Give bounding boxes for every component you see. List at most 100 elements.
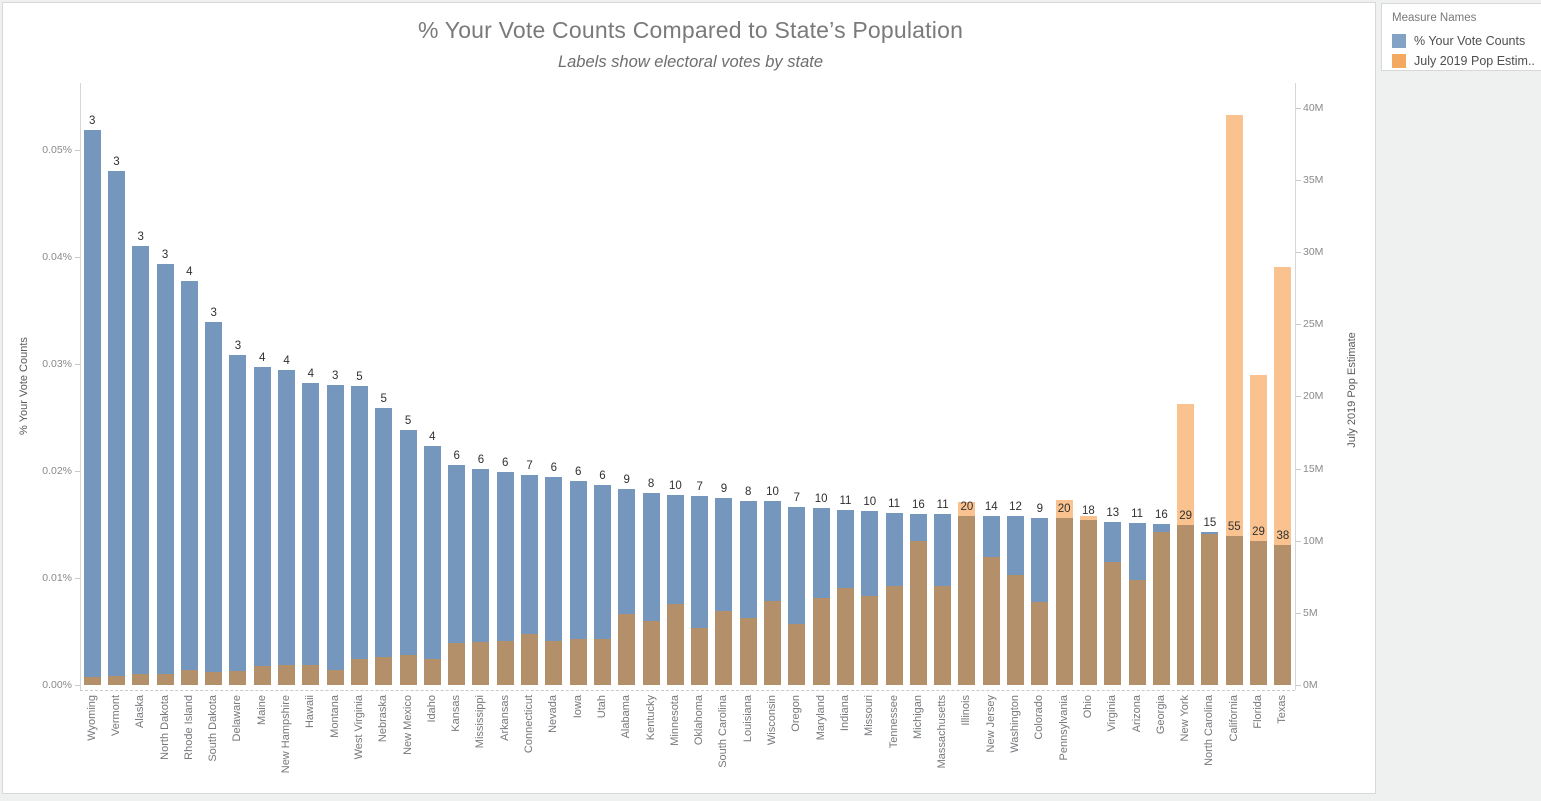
bar-overlap-maryland[interactable]: [812, 597, 830, 685]
bar-overlap-nevada[interactable]: [545, 640, 563, 685]
x-axis-label-kentucky[interactable]: Kentucky: [644, 695, 657, 741]
bar-overlap-new-york[interactable]: [1177, 525, 1195, 685]
x-axis-label-minnesota[interactable]: Minnesota: [668, 695, 681, 746]
x-axis-label-delaware[interactable]: Delaware: [231, 695, 244, 742]
x-axis-label-south-dakota[interactable]: South Dakota: [207, 695, 220, 762]
x-axis-label-missouri[interactable]: Missouri: [863, 695, 876, 736]
x-axis-label-montana[interactable]: Montana: [328, 695, 341, 738]
bar-overlap-pennsylvania[interactable]: [1055, 517, 1073, 685]
x-axis-label-kansas[interactable]: Kansas: [450, 695, 463, 732]
bar-vote-pct-maryland[interactable]: [812, 508, 830, 598]
bar-overlap-oklahoma[interactable]: [691, 627, 709, 685]
bar-vote-pct-oklahoma[interactable]: [691, 495, 709, 628]
bar-vote-pct-new-mexico[interactable]: [399, 429, 417, 655]
bar-overlap-minnesota[interactable]: [666, 603, 684, 685]
bar-vote-pct-mississippi[interactable]: [472, 469, 490, 643]
x-axis-label-wyoming[interactable]: Wyoming: [85, 695, 98, 741]
bar-population-ohio[interactable]: [1079, 516, 1097, 521]
bar-overlap-utah[interactable]: [593, 638, 611, 685]
bar-overlap-wyoming[interactable]: [83, 676, 101, 685]
bar-overlap-tennessee[interactable]: [885, 586, 903, 685]
bar-overlap-new-mexico[interactable]: [399, 654, 417, 685]
bar-vote-pct-iowa[interactable]: [569, 481, 587, 640]
bar-overlap-kansas[interactable]: [448, 642, 466, 685]
x-axis-label-connecticut[interactable]: Connecticut: [523, 695, 536, 754]
bar-overlap-louisiana[interactable]: [739, 617, 757, 685]
bar-vote-pct-georgia[interactable]: [1152, 523, 1170, 532]
bar-vote-pct-michigan[interactable]: [909, 513, 927, 541]
x-axis-label-arizona[interactable]: Arizona: [1130, 695, 1143, 733]
x-axis-label-texas[interactable]: Texas: [1276, 695, 1289, 724]
legend-item[interactable]: % Your Vote Counts: [1392, 31, 1536, 51]
bar-overlap-idaho[interactable]: [423, 659, 441, 685]
x-axis-label-vermont[interactable]: Vermont: [109, 695, 122, 736]
x-axis-label-tennessee[interactable]: Tennessee: [887, 695, 900, 749]
bar-overlap-new-hampshire[interactable]: [278, 665, 296, 685]
x-axis-label-south-carolina[interactable]: South Carolina: [717, 695, 730, 768]
bar-population-california[interactable]: [1225, 114, 1243, 537]
bar-vote-pct-wyoming[interactable]: [83, 130, 101, 677]
x-axis-label-north-carolina[interactable]: North Carolina: [1203, 695, 1216, 766]
bar-vote-pct-nevada[interactable]: [545, 476, 563, 641]
bar-population-texas[interactable]: [1274, 266, 1292, 545]
bar-vote-pct-kentucky[interactable]: [642, 493, 660, 621]
bar-overlap-michigan[interactable]: [909, 540, 927, 685]
bar-overlap-north-carolina[interactable]: [1201, 533, 1219, 685]
bar-vote-pct-vermont[interactable]: [107, 170, 125, 676]
bar-vote-pct-indiana[interactable]: [836, 510, 854, 588]
x-axis-label-mississippi[interactable]: Mississippi: [474, 695, 487, 749]
bar-overlap-south-carolina[interactable]: [715, 610, 733, 685]
bar-overlap-alabama[interactable]: [618, 614, 636, 685]
x-axis-label-massachusetts[interactable]: Massachusetts: [936, 695, 949, 769]
x-axis-label-illinois[interactable]: Illinois: [960, 695, 973, 726]
bar-vote-pct-hawaii[interactable]: [302, 382, 320, 665]
bar-population-new-york[interactable]: [1177, 404, 1195, 526]
x-axis-label-idaho[interactable]: Idaho: [425, 695, 438, 723]
bar-vote-pct-south-dakota[interactable]: [205, 322, 223, 673]
bar-vote-pct-colorado[interactable]: [1031, 517, 1049, 602]
bar-overlap-new-jersey[interactable]: [982, 556, 1000, 685]
bar-overlap-maine[interactable]: [253, 665, 271, 685]
bar-vote-pct-nebraska[interactable]: [375, 408, 393, 658]
bar-population-florida[interactable]: [1250, 375, 1268, 541]
x-axis-label-louisiana[interactable]: Louisiana: [741, 695, 754, 743]
bar-vote-pct-maine[interactable]: [253, 366, 271, 666]
bar-overlap-arizona[interactable]: [1128, 579, 1146, 685]
bar-vote-pct-missouri[interactable]: [861, 510, 879, 597]
x-axis-label-georgia[interactable]: Georgia: [1154, 695, 1167, 735]
bar-overlap-north-dakota[interactable]: [156, 674, 174, 685]
bar-overlap-iowa[interactable]: [569, 639, 587, 685]
x-axis-label-florida[interactable]: Florida: [1252, 695, 1265, 729]
bar-overlap-washington[interactable]: [1007, 575, 1025, 685]
x-axis-label-washington[interactable]: Washington: [1009, 695, 1022, 753]
bar-overlap-wisconsin[interactable]: [764, 600, 782, 685]
bar-vote-pct-montana[interactable]: [326, 384, 344, 670]
bar-overlap-connecticut[interactable]: [521, 633, 539, 685]
x-axis-label-new-mexico[interactable]: New Mexico: [401, 695, 414, 755]
bar-overlap-rhode-island[interactable]: [180, 669, 198, 685]
bar-overlap-west-virginia[interactable]: [350, 659, 368, 685]
x-axis-label-west-virginia[interactable]: West Virginia: [352, 695, 365, 760]
bar-overlap-georgia[interactable]: [1152, 531, 1170, 685]
x-axis-label-nevada[interactable]: Nevada: [547, 695, 560, 733]
bar-overlap-florida[interactable]: [1250, 540, 1268, 685]
x-axis-label-michigan[interactable]: Michigan: [911, 695, 924, 740]
x-axis-label-oklahoma[interactable]: Oklahoma: [693, 695, 706, 746]
x-axis-label-colorado[interactable]: Colorado: [1033, 695, 1046, 740]
x-axis-label-oregon[interactable]: Oregon: [790, 695, 803, 732]
x-axis-label-california[interactable]: California: [1227, 695, 1240, 742]
x-axis-label-arkansas[interactable]: Arkansas: [498, 695, 511, 741]
x-axis-label-alabama[interactable]: Alabama: [620, 695, 633, 739]
bar-vote-pct-north-carolina[interactable]: [1201, 531, 1219, 534]
bar-overlap-arkansas[interactable]: [496, 641, 514, 685]
legend-item[interactable]: July 2019 Pop Estim..: [1392, 51, 1536, 71]
bar-vote-pct-louisiana[interactable]: [739, 500, 757, 618]
bar-vote-pct-new-jersey[interactable]: [982, 516, 1000, 557]
bar-vote-pct-wisconsin[interactable]: [764, 501, 782, 601]
bar-overlap-illinois[interactable]: [958, 516, 976, 685]
bar-overlap-hawaii[interactable]: [302, 664, 320, 685]
bar-overlap-indiana[interactable]: [836, 587, 854, 685]
bar-overlap-ohio[interactable]: [1079, 520, 1097, 685]
bar-vote-pct-oregon[interactable]: [788, 507, 806, 625]
bar-overlap-virginia[interactable]: [1104, 561, 1122, 685]
